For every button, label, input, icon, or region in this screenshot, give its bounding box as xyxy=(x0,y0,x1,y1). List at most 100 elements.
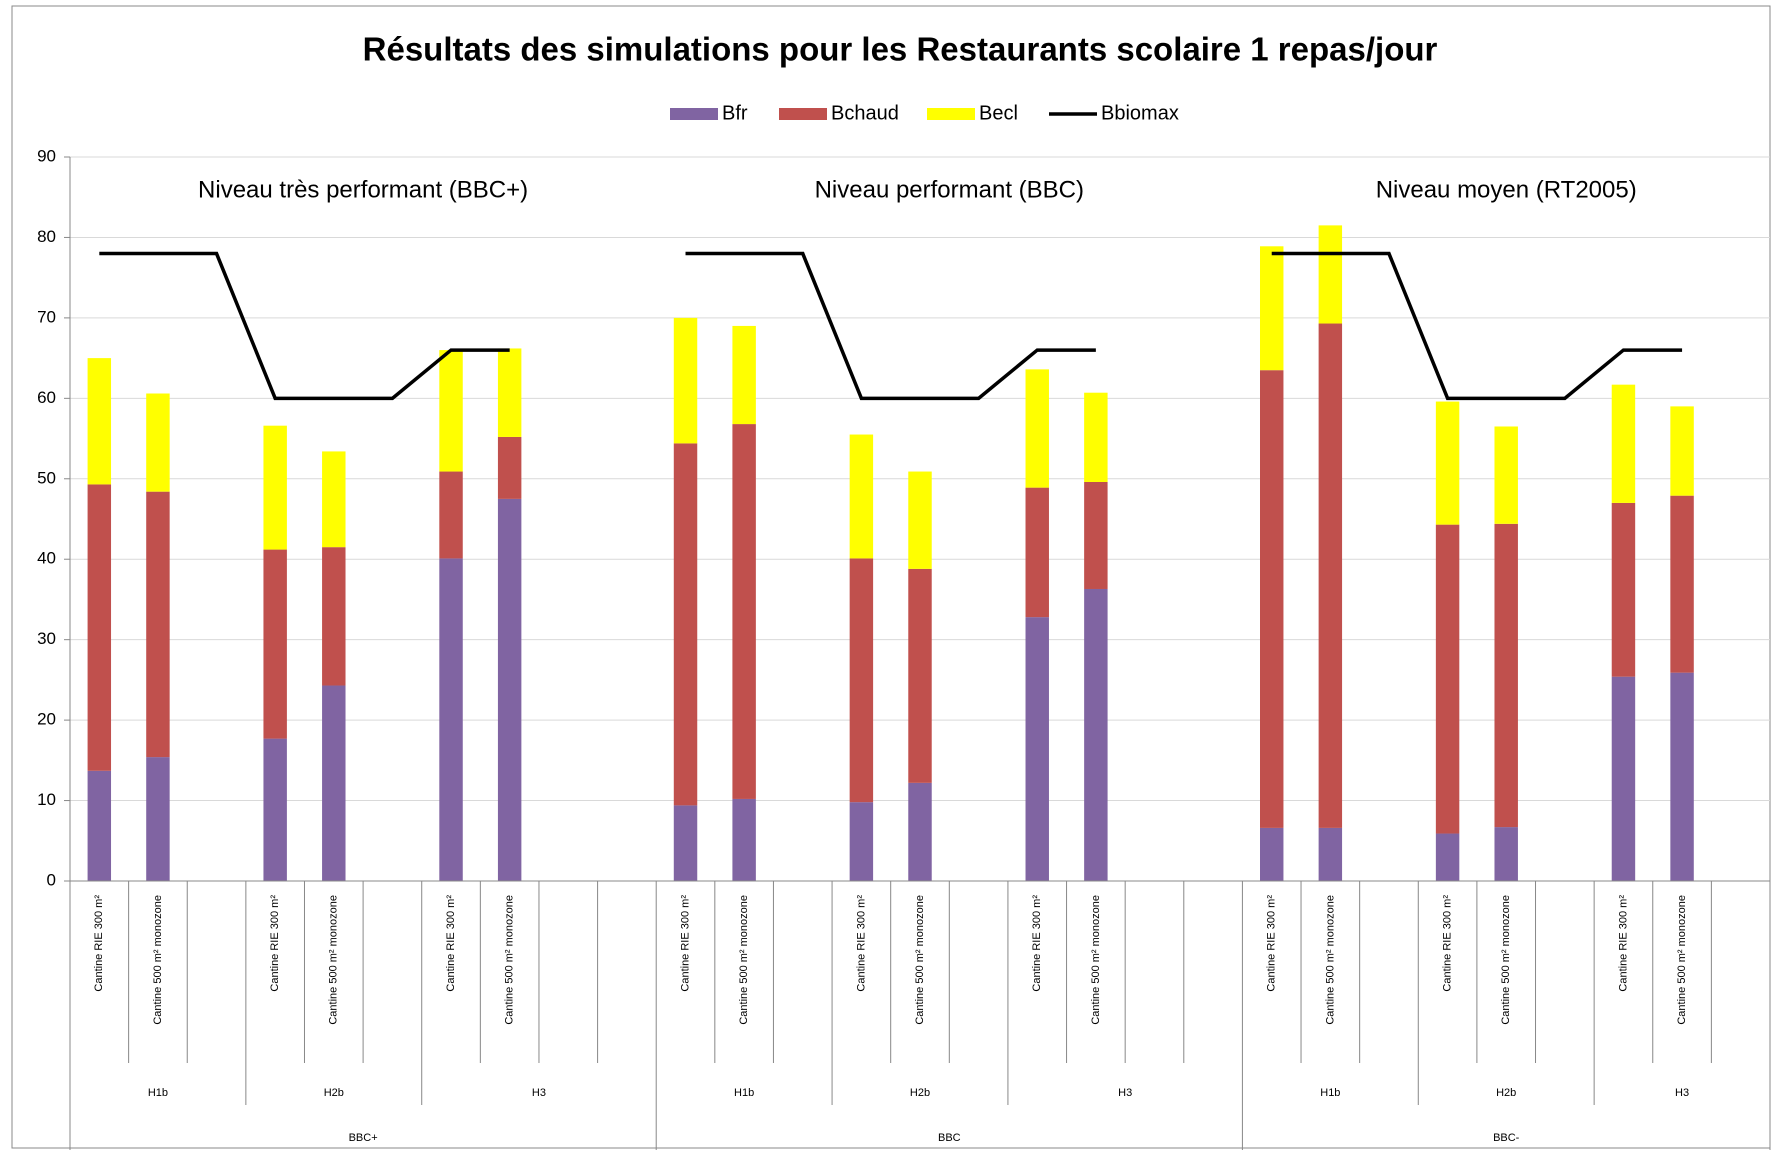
bar-segment xyxy=(322,451,346,548)
y-tick-label: 40 xyxy=(37,549,56,568)
bar-segment xyxy=(146,491,170,758)
bar-segment xyxy=(673,317,698,444)
bar-segment xyxy=(1435,833,1460,881)
x-tick-label: Cantine 500 m² monozone xyxy=(328,895,340,1025)
bar-segment xyxy=(732,424,756,799)
zone-label: H2b xyxy=(910,1087,930,1099)
x-tick-label: Cantine 500 m² monozone xyxy=(1500,895,1512,1025)
legend-swatch xyxy=(779,108,827,120)
bar-segment xyxy=(146,757,170,881)
bar-segment xyxy=(849,558,874,803)
line-series xyxy=(99,251,1683,401)
bar-segment xyxy=(146,393,170,492)
bar-segment xyxy=(1435,401,1460,525)
zone-label: H1b xyxy=(734,1087,754,1099)
x-tick-label: Cantine RIE 300 m² xyxy=(269,895,281,992)
y-tick-label: 10 xyxy=(37,790,56,809)
bar-segment xyxy=(439,471,463,559)
bar-segment xyxy=(1318,225,1343,324)
bar-segment xyxy=(497,436,522,499)
group-label: BBC+ xyxy=(349,1132,378,1144)
bar-segment xyxy=(87,484,112,771)
bar-segment xyxy=(1260,246,1284,371)
bar-segment xyxy=(1318,827,1343,881)
zone-label: H2b xyxy=(324,1087,344,1099)
bar-segment xyxy=(497,348,522,437)
bar-segment xyxy=(1494,523,1518,828)
zone-label: H2b xyxy=(1496,1087,1516,1099)
bar-segment xyxy=(1494,426,1518,524)
legend-label: Becl xyxy=(979,102,1018,124)
bar-segment xyxy=(87,358,112,485)
legend-swatch xyxy=(670,108,718,120)
bar-segment xyxy=(1260,370,1284,828)
legend-label: Bchaud xyxy=(831,102,899,124)
x-tick-label: Cantine RIE 300 m² xyxy=(679,895,691,992)
group-label: BBC xyxy=(938,1132,961,1144)
x-tick-label: Cantine 500 m² monozone xyxy=(152,895,164,1025)
legend-label: Bbiomax xyxy=(1101,102,1179,124)
bar-segment xyxy=(1611,676,1636,881)
bar-segment xyxy=(732,325,756,425)
bar-segment xyxy=(849,434,874,559)
chart-title: Résultats des simulations pour les Resta… xyxy=(363,31,1438,68)
bar-segment xyxy=(1084,588,1108,881)
x-tick-label: Cantine RIE 300 m² xyxy=(1441,895,1453,992)
bar-segment xyxy=(1670,672,1694,881)
zone-label: H3 xyxy=(1118,1087,1132,1099)
bar-segment xyxy=(1435,524,1460,834)
bar-segment xyxy=(263,425,287,550)
bar-segment xyxy=(439,558,463,881)
x-tick-label: Cantine 500 m² monozone xyxy=(1090,895,1102,1025)
bar-segment xyxy=(673,443,698,806)
x-tick-label: Cantine 500 m² monozone xyxy=(1324,895,1336,1025)
group-label: BBC- xyxy=(1493,1132,1520,1144)
zone-label: H1b xyxy=(1320,1087,1340,1099)
x-tick-label: Cantine 500 m² monozone xyxy=(1676,895,1688,1025)
annotation: Niveau performant (BBC) xyxy=(815,176,1084,203)
legend-label: Bfr xyxy=(722,102,748,124)
x-tick-label: Cantine 500 m² monozone xyxy=(504,895,516,1025)
bar-segment xyxy=(1494,827,1518,881)
x-tick-label: Cantine RIE 300 m² xyxy=(855,895,867,992)
bar-segment xyxy=(263,549,287,739)
x-tick-label: Cantine RIE 300 m² xyxy=(1031,895,1043,992)
y-tick-label: 0 xyxy=(47,870,56,889)
bar-segment xyxy=(908,568,932,783)
bar-segment xyxy=(1611,502,1636,677)
bar-segment xyxy=(497,498,522,881)
bar-segment xyxy=(322,685,346,881)
bar-segment xyxy=(1611,384,1636,503)
zone-label: H3 xyxy=(1675,1087,1689,1099)
annotation: Niveau très performant (BBC+) xyxy=(198,176,528,203)
y-tick-label: 90 xyxy=(37,146,56,165)
bar-segment xyxy=(87,770,112,881)
bar-segment xyxy=(1025,617,1049,881)
zone-label: H3 xyxy=(532,1087,546,1099)
y-tick-label: 60 xyxy=(37,388,56,407)
bar-segment xyxy=(1084,392,1108,482)
bar-segment xyxy=(1260,827,1284,881)
y-tick-label: 70 xyxy=(37,307,56,326)
bar-segment xyxy=(908,471,932,569)
bar-segment xyxy=(1084,481,1108,589)
legend-swatch xyxy=(927,108,975,120)
annotation: Niveau moyen (RT2005) xyxy=(1376,176,1637,203)
x-tick-label: Cantine 500 m² monozone xyxy=(914,895,926,1025)
x-tick-label: Cantine RIE 300 m² xyxy=(445,895,457,992)
bar-segment xyxy=(1670,495,1694,673)
x-tick-label: Cantine RIE 300 m² xyxy=(1617,895,1629,992)
bar-segment xyxy=(263,738,287,881)
bar-segment xyxy=(732,798,756,881)
y-tick-label: 20 xyxy=(37,710,56,729)
bar-segment xyxy=(1318,323,1343,828)
y-tick-label: 30 xyxy=(37,629,56,648)
bar-segment xyxy=(1025,487,1049,618)
bar-segment xyxy=(1670,406,1694,496)
bar-segment xyxy=(849,802,874,881)
y-tick-label: 80 xyxy=(37,227,56,246)
bar-segment xyxy=(322,547,346,686)
bar-segment xyxy=(439,350,463,472)
zone-label: H1b xyxy=(148,1087,168,1099)
